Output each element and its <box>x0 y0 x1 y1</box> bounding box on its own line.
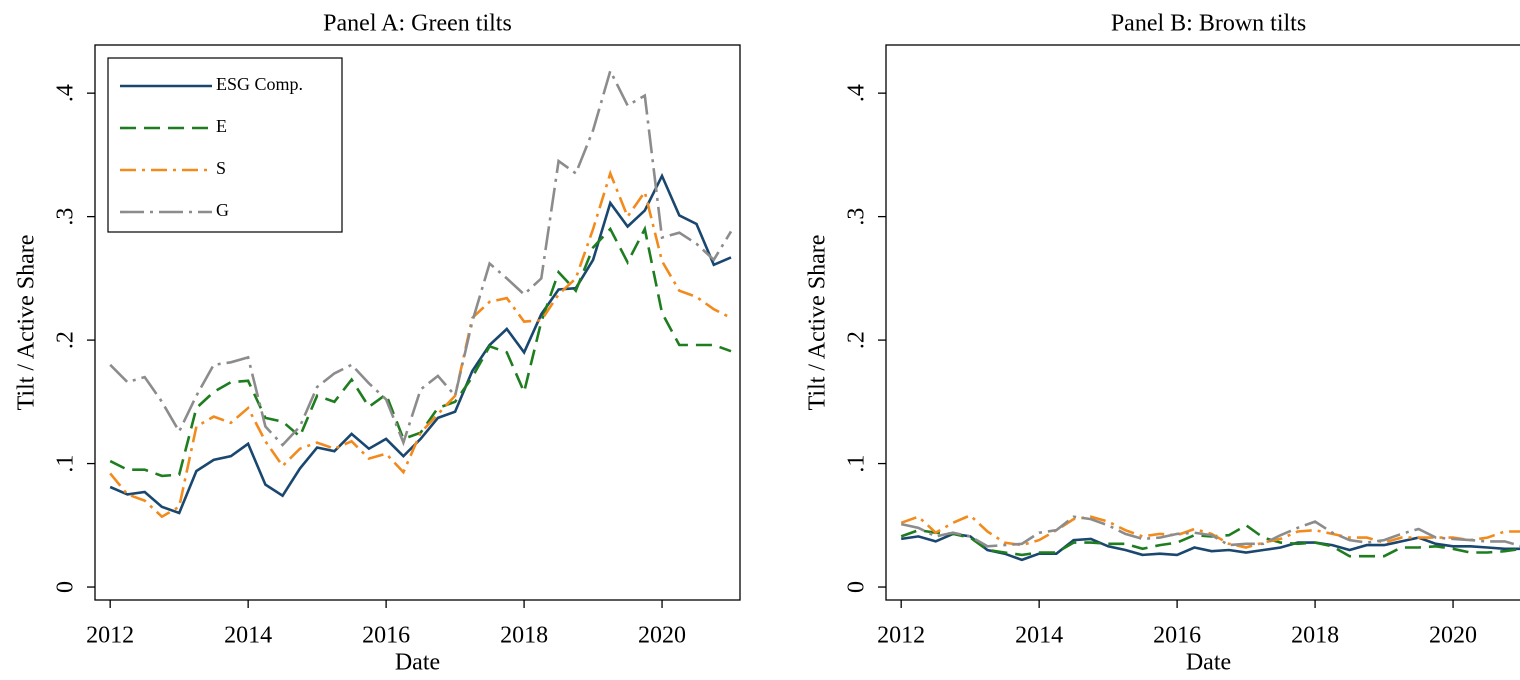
x-tick-label: 2016 <box>1153 623 1201 649</box>
plot-frame <box>885 44 1520 601</box>
x-tick-label: 2014 <box>1015 623 1063 649</box>
series-line <box>900 515 1520 548</box>
x-tick-label: 2014 <box>224 623 272 649</box>
x-tick-label: 2016 <box>362 623 410 649</box>
x-axis-title: Date <box>395 650 440 676</box>
legend-label: E <box>216 116 227 136</box>
y-axis-title: Tilt / Active Share <box>805 235 831 411</box>
y-tick-label: 0 <box>53 581 79 593</box>
y-axis-title: Tilt / Active Share <box>14 235 40 411</box>
y-tick-label: .2 <box>53 331 79 349</box>
y-tick-label: .2 <box>844 331 870 349</box>
y-tick-label: .3 <box>53 208 79 226</box>
series-line <box>109 172 732 515</box>
x-tick-label: 2020 <box>638 623 686 649</box>
legend-label: S <box>216 158 226 178</box>
y-tick-label: .1 <box>844 455 870 473</box>
x-axis-title: Date <box>1186 650 1231 676</box>
series-line <box>109 169 732 519</box>
legend-label: ESG Comp. <box>216 74 303 94</box>
y-tick-label: .4 <box>53 84 79 102</box>
y-tick-label: 0 <box>844 581 870 593</box>
plot-frame <box>94 44 741 601</box>
panel-title: Panel A: Green tilts <box>323 11 512 37</box>
x-tick-label: 2018 <box>1291 623 1339 649</box>
x-tick-label: 2012 <box>877 623 925 649</box>
x-tick-label: 2018 <box>500 623 548 649</box>
panel-title: Panel B: Brown tilts <box>1111 11 1306 37</box>
x-tick-label: 2012 <box>86 623 134 649</box>
y-tick-label: .4 <box>844 84 870 102</box>
series-line <box>109 225 732 478</box>
series-line <box>900 513 1520 549</box>
y-tick-label: .1 <box>53 455 79 473</box>
legend-label: G <box>216 200 229 220</box>
x-tick-label: 2020 <box>1429 623 1477 649</box>
y-tick-label: .3 <box>844 208 870 226</box>
